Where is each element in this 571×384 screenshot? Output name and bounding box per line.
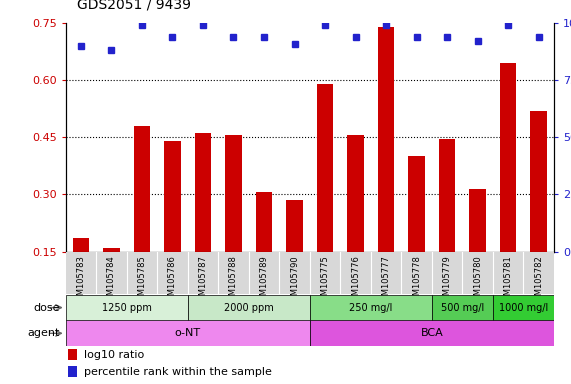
Text: GSM105786: GSM105786 [168, 255, 177, 306]
Bar [188, 295, 309, 321]
Bar [195, 134, 211, 252]
Bar [530, 111, 547, 252]
Text: GSM105783: GSM105783 [77, 255, 86, 306]
Text: GSM105789: GSM105789 [259, 255, 268, 306]
Text: GSM105790: GSM105790 [290, 255, 299, 306]
Bar [500, 63, 517, 252]
Bar [347, 136, 364, 252]
Bar [469, 189, 486, 252]
Bar [134, 126, 150, 252]
Bar [68, 366, 77, 377]
Bar [164, 141, 181, 252]
Bar [66, 295, 188, 321]
Text: 250 mg/l: 250 mg/l [349, 303, 392, 313]
Text: GSM105780: GSM105780 [473, 255, 482, 306]
Text: GSM105788: GSM105788 [229, 255, 238, 306]
Bar [225, 136, 242, 252]
Text: BCA: BCA [420, 328, 443, 338]
Text: GSM105775: GSM105775 [320, 255, 329, 306]
Text: agent: agent [27, 328, 60, 338]
Text: 500 mg/l: 500 mg/l [441, 303, 484, 313]
Bar [432, 295, 493, 321]
Text: GSM105787: GSM105787 [199, 255, 207, 306]
Bar [103, 248, 120, 252]
Bar [317, 84, 333, 252]
Text: percentile rank within the sample: percentile rank within the sample [84, 367, 272, 377]
Bar [439, 139, 456, 252]
Bar [408, 156, 425, 252]
Text: GSM105776: GSM105776 [351, 255, 360, 306]
Bar [377, 27, 395, 252]
Text: GSM105781: GSM105781 [504, 255, 513, 306]
Text: 1250 ppm: 1250 ppm [102, 303, 152, 313]
Text: 2000 ppm: 2000 ppm [224, 303, 274, 313]
Bar [68, 349, 77, 359]
Text: log10 ratio: log10 ratio [84, 350, 144, 360]
Bar [309, 295, 432, 321]
Text: GSM105784: GSM105784 [107, 255, 116, 306]
Bar [309, 320, 554, 346]
Bar [66, 320, 309, 346]
Text: GSM105779: GSM105779 [443, 255, 452, 306]
Text: GSM105777: GSM105777 [381, 255, 391, 306]
Text: GDS2051 / 9439: GDS2051 / 9439 [77, 0, 191, 12]
Bar [286, 200, 303, 252]
Text: GSM105782: GSM105782 [534, 255, 543, 306]
Bar [73, 238, 89, 252]
Text: o-NT: o-NT [175, 328, 201, 338]
Text: dose: dose [34, 303, 60, 313]
Bar [256, 192, 272, 252]
Text: 1000 mg/l: 1000 mg/l [498, 303, 548, 313]
Text: GSM105778: GSM105778 [412, 255, 421, 306]
Text: GSM105785: GSM105785 [138, 255, 146, 306]
Bar [493, 295, 554, 321]
